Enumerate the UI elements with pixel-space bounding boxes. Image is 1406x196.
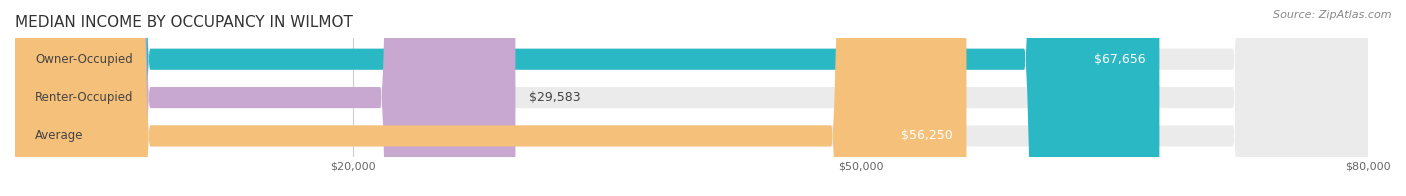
FancyBboxPatch shape: [15, 0, 966, 196]
Text: Average: Average: [35, 129, 84, 142]
Text: MEDIAN INCOME BY OCCUPANCY IN WILMOT: MEDIAN INCOME BY OCCUPANCY IN WILMOT: [15, 15, 353, 30]
FancyBboxPatch shape: [15, 0, 1368, 196]
Text: $67,656: $67,656: [1094, 53, 1146, 66]
FancyBboxPatch shape: [15, 0, 1368, 196]
FancyBboxPatch shape: [15, 0, 516, 196]
Text: $29,583: $29,583: [529, 91, 581, 104]
Text: $56,250: $56,250: [901, 129, 953, 142]
FancyBboxPatch shape: [15, 0, 1368, 196]
Text: Source: ZipAtlas.com: Source: ZipAtlas.com: [1274, 10, 1392, 20]
Text: Renter-Occupied: Renter-Occupied: [35, 91, 134, 104]
Text: Owner-Occupied: Owner-Occupied: [35, 53, 134, 66]
FancyBboxPatch shape: [15, 0, 1160, 196]
